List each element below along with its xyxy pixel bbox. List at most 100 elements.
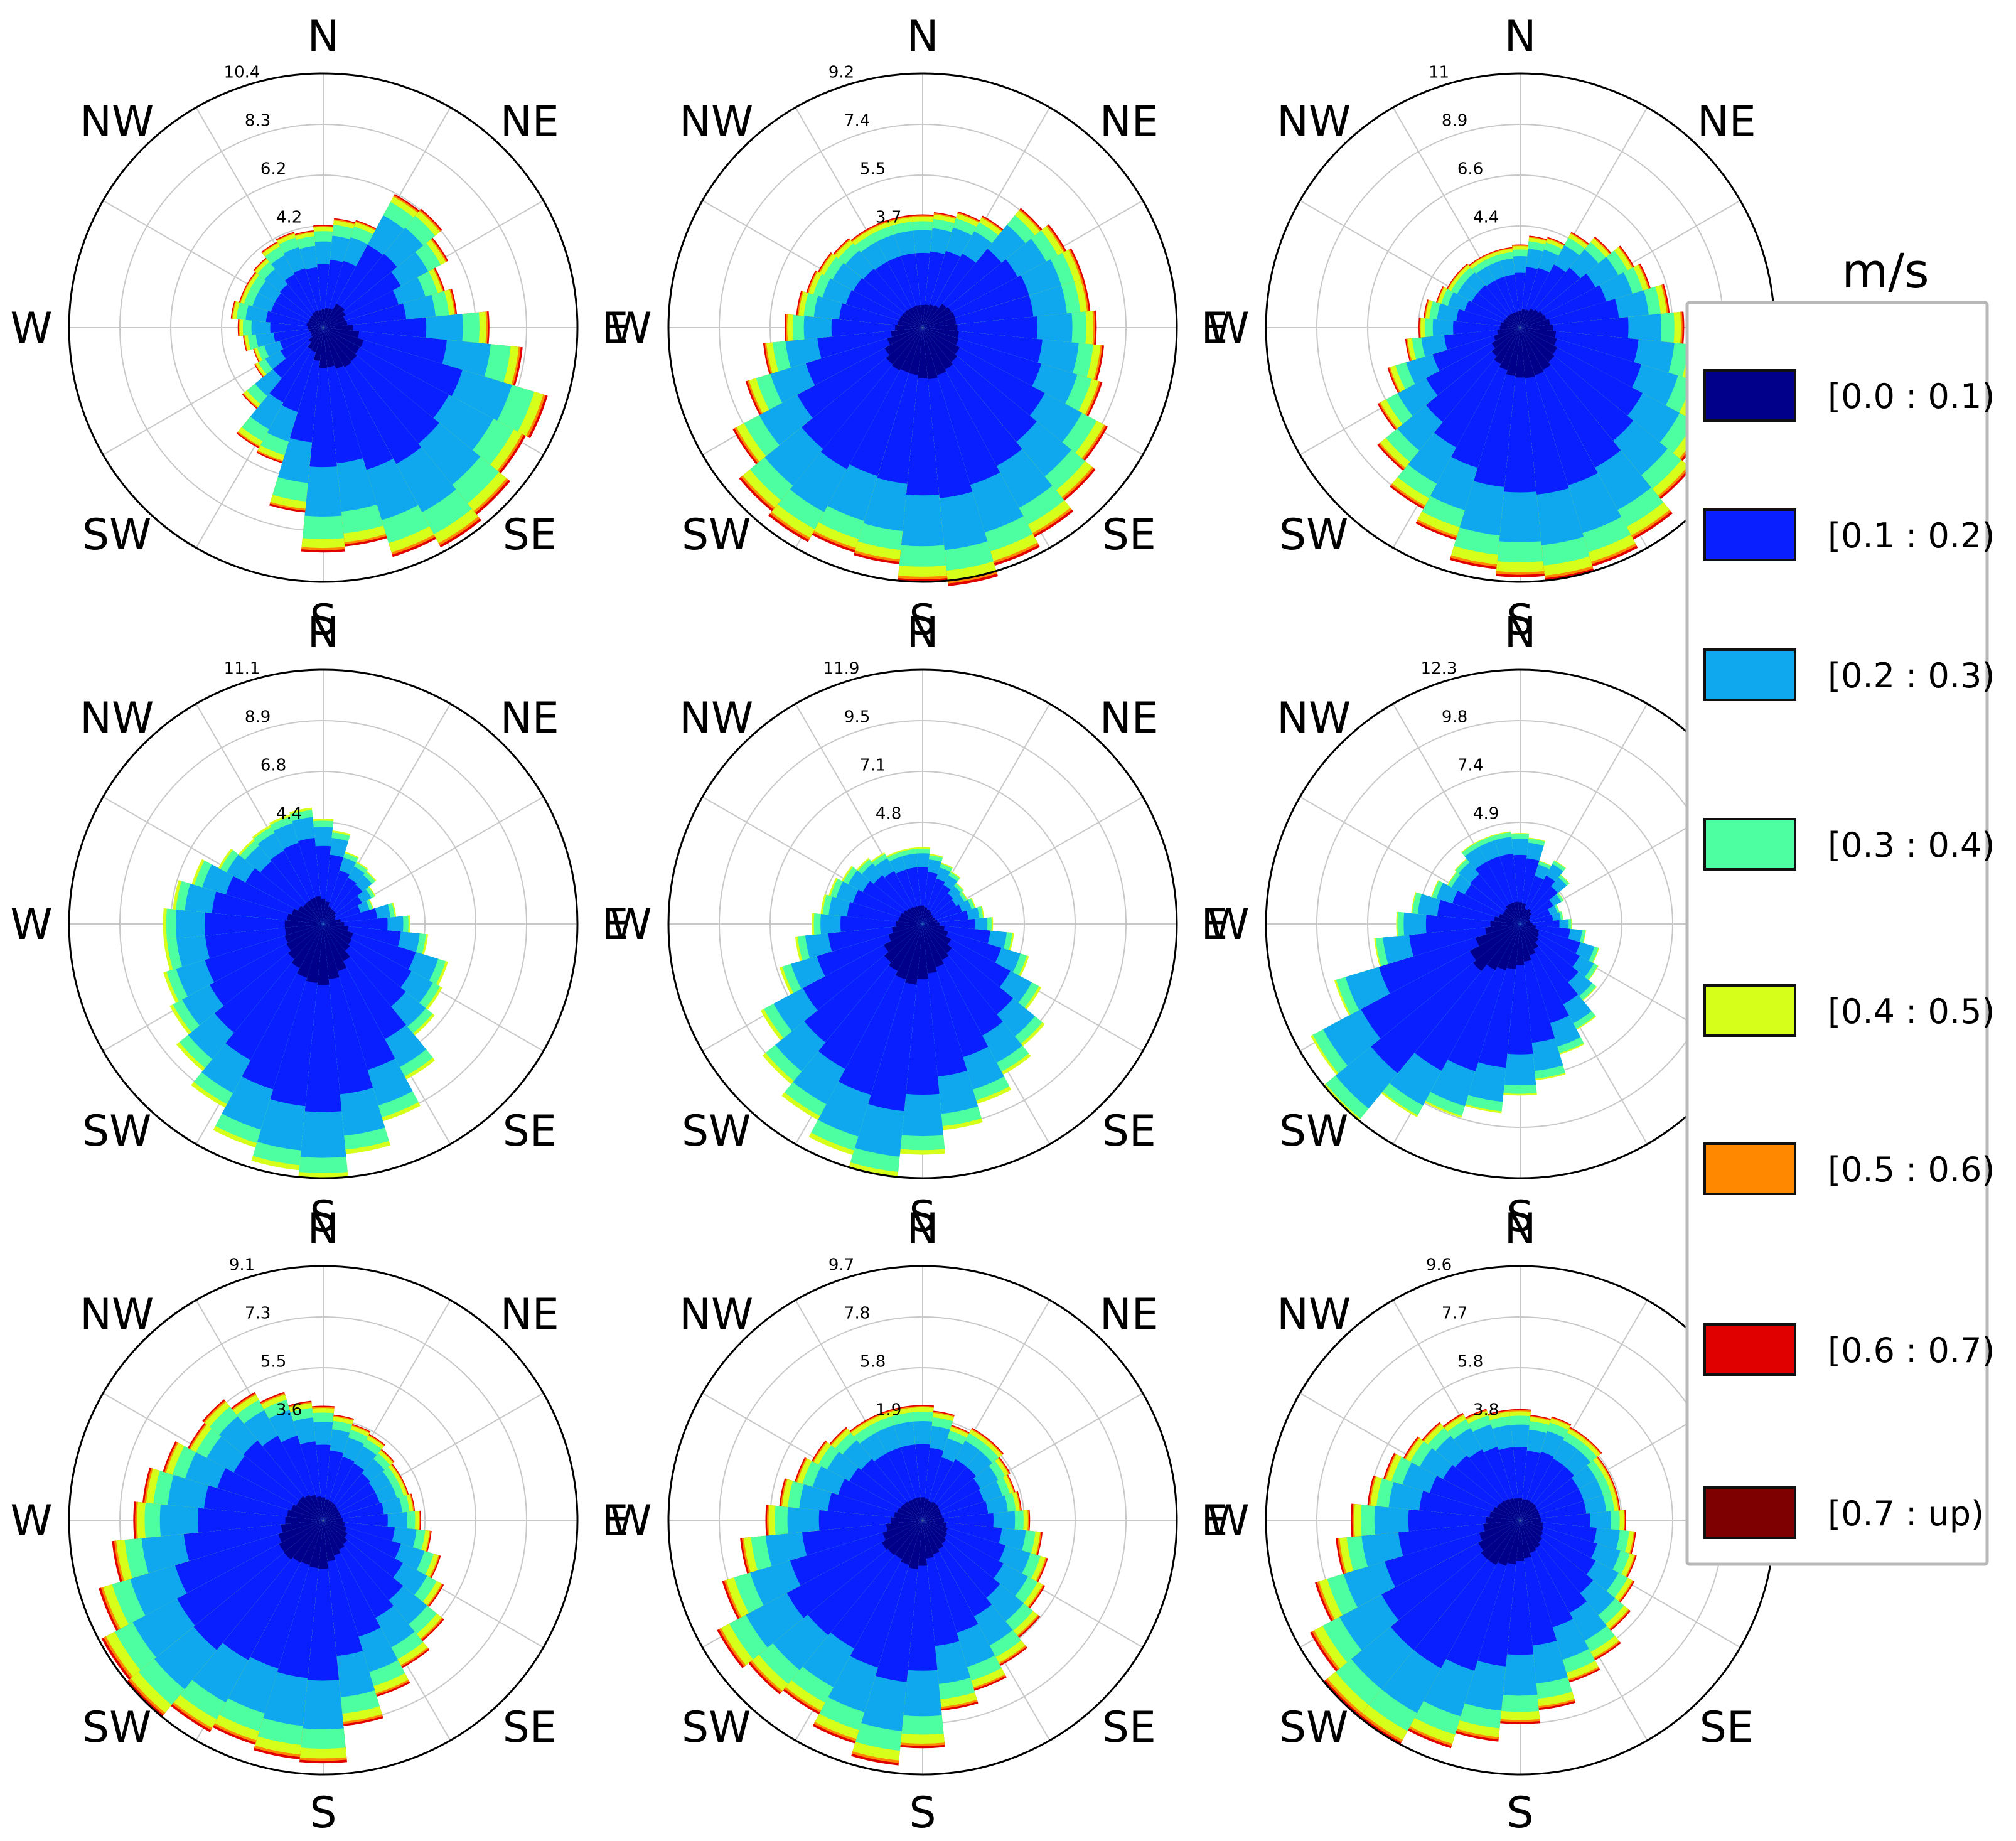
rose-wedge <box>1520 908 1528 924</box>
compass-label-n: N <box>308 12 340 62</box>
rose-wedge <box>1498 1520 1520 1566</box>
legend-entry: [0.0 : 0.1) <box>1703 369 1995 422</box>
rose-wedge <box>284 1520 323 1560</box>
rose-wedge <box>818 1510 923 1531</box>
rose-wedge <box>923 307 952 328</box>
rose-wedge <box>916 1497 923 1520</box>
rose-wedge <box>894 1520 923 1559</box>
rose-wedge <box>1501 322 1520 328</box>
rose-wedge <box>923 924 948 937</box>
rose-wedge <box>323 1520 341 1556</box>
compass-label-n: N <box>1504 1205 1536 1254</box>
rose-wedge <box>323 303 341 328</box>
rose-wedge <box>316 1444 331 1520</box>
rose-wedge <box>323 911 336 924</box>
rose-wedge <box>281 1520 323 1533</box>
legend-box <box>1685 301 1989 1566</box>
compass-label-s: S <box>909 596 936 645</box>
rose-wedge <box>323 924 352 945</box>
rose-wedge <box>323 924 350 962</box>
rose-wedge <box>323 1511 341 1520</box>
radial-tick-label: 4.9 <box>1473 805 1499 824</box>
rose-wedge <box>1520 1503 1537 1520</box>
rose-wedge <box>1520 924 1539 938</box>
legend-title: m/s <box>1842 243 1929 299</box>
radial-tick-label: 4.4 <box>1473 208 1499 227</box>
rose-wedge <box>1520 924 1539 943</box>
rose-wedge <box>923 1504 939 1520</box>
compass-label-ne: NE <box>1100 694 1159 743</box>
rose-wedge <box>323 311 346 328</box>
rose-wedge <box>923 1501 936 1520</box>
rose-wedge <box>1509 313 1520 328</box>
rose-wedge <box>323 1518 343 1523</box>
rose-wedge <box>1520 1520 1536 1553</box>
rose-wedge <box>321 898 326 924</box>
rose-wedge <box>1520 309 1526 328</box>
rose-wedge <box>923 1514 943 1520</box>
compass-label-s: S <box>309 1788 336 1838</box>
compass-label-e: E <box>602 1496 629 1546</box>
rose-wedge <box>1518 902 1523 924</box>
rose-wedge <box>1513 1447 1528 1520</box>
rose-wedge <box>1486 924 1520 970</box>
rose-wedge <box>894 325 923 331</box>
rose-wedge <box>323 328 360 354</box>
rose-wedge <box>304 924 342 1112</box>
rose-wedge <box>1483 1520 1520 1532</box>
rose-wedge <box>323 1501 333 1520</box>
compass-label-w: W <box>1207 304 1249 353</box>
rose-wedge <box>323 921 345 926</box>
rose-wedge <box>303 903 323 924</box>
rose-wedge <box>198 1508 323 1533</box>
rose-wedge <box>1520 923 1533 925</box>
rose-wedge <box>1515 328 1525 378</box>
radial-tick-label: 5.8 <box>1457 1353 1483 1371</box>
rose-wedge <box>316 1496 323 1520</box>
rose-wedge <box>923 914 933 924</box>
rose-wedge <box>923 918 975 930</box>
rose-wedge <box>881 1520 923 1550</box>
rose-wedge <box>304 1495 323 1520</box>
rose-wedge <box>1520 921 1531 924</box>
radial-tick-label: 3.7 <box>876 208 901 227</box>
compass-label-w: W <box>10 1496 52 1546</box>
radial-tick-label: 3.8 <box>1473 1401 1499 1420</box>
compass-label-sw: SW <box>82 1107 151 1156</box>
rose-wedge <box>1509 903 1520 924</box>
rose-wedge <box>923 1501 932 1520</box>
rose-wedge <box>1520 924 1531 962</box>
rose-wedge <box>923 1498 930 1520</box>
radial-tick-label: 9.1 <box>229 1256 255 1275</box>
rose-wedge <box>1520 1520 1543 1537</box>
rose-wedge <box>917 924 928 980</box>
rose-wedge <box>892 924 923 933</box>
rose-wedge <box>923 328 953 370</box>
rose-wedge <box>321 1497 326 1520</box>
rose-wedge <box>1520 920 1560 928</box>
wind-rose-panel: 3.7 5.5 7.4 9.2 N NE E SE S SW W NW <box>609 12 1228 645</box>
rose-wedge <box>1507 1520 1520 1565</box>
rose-wedge <box>308 328 323 350</box>
rose-wedge <box>323 917 388 931</box>
rose-wedge <box>298 906 323 924</box>
rose-wedge <box>323 316 345 328</box>
compass-label-se: SE <box>1102 1107 1156 1156</box>
legend-items: [0.0 : 0.1) [0.1 : 0.2) [0.2 : 0.3) [0.3 : … <box>1703 369 1995 1539</box>
rose-wedge <box>917 867 928 924</box>
rose-wedge <box>291 924 323 969</box>
rose-wedge <box>309 318 323 328</box>
compass-label-se: SE <box>1102 510 1156 560</box>
wind-rose-panel: 4.2 6.2 8.3 10.4 N NE E SE S SW W NW <box>10 12 628 645</box>
rose-wedge <box>285 924 323 935</box>
radial-tick-label: 7.3 <box>245 1304 271 1323</box>
rose-wedge <box>323 1515 342 1520</box>
rose-wedge <box>923 1520 934 1559</box>
rose-wedge <box>915 1444 930 1520</box>
compass-label-e: E <box>1201 304 1228 353</box>
rose-wedge <box>923 328 959 338</box>
rose-wedge <box>906 908 923 924</box>
compass-label-w: W <box>609 1496 651 1546</box>
rose-wedge <box>891 328 923 371</box>
rose-wedge <box>1520 924 1540 933</box>
